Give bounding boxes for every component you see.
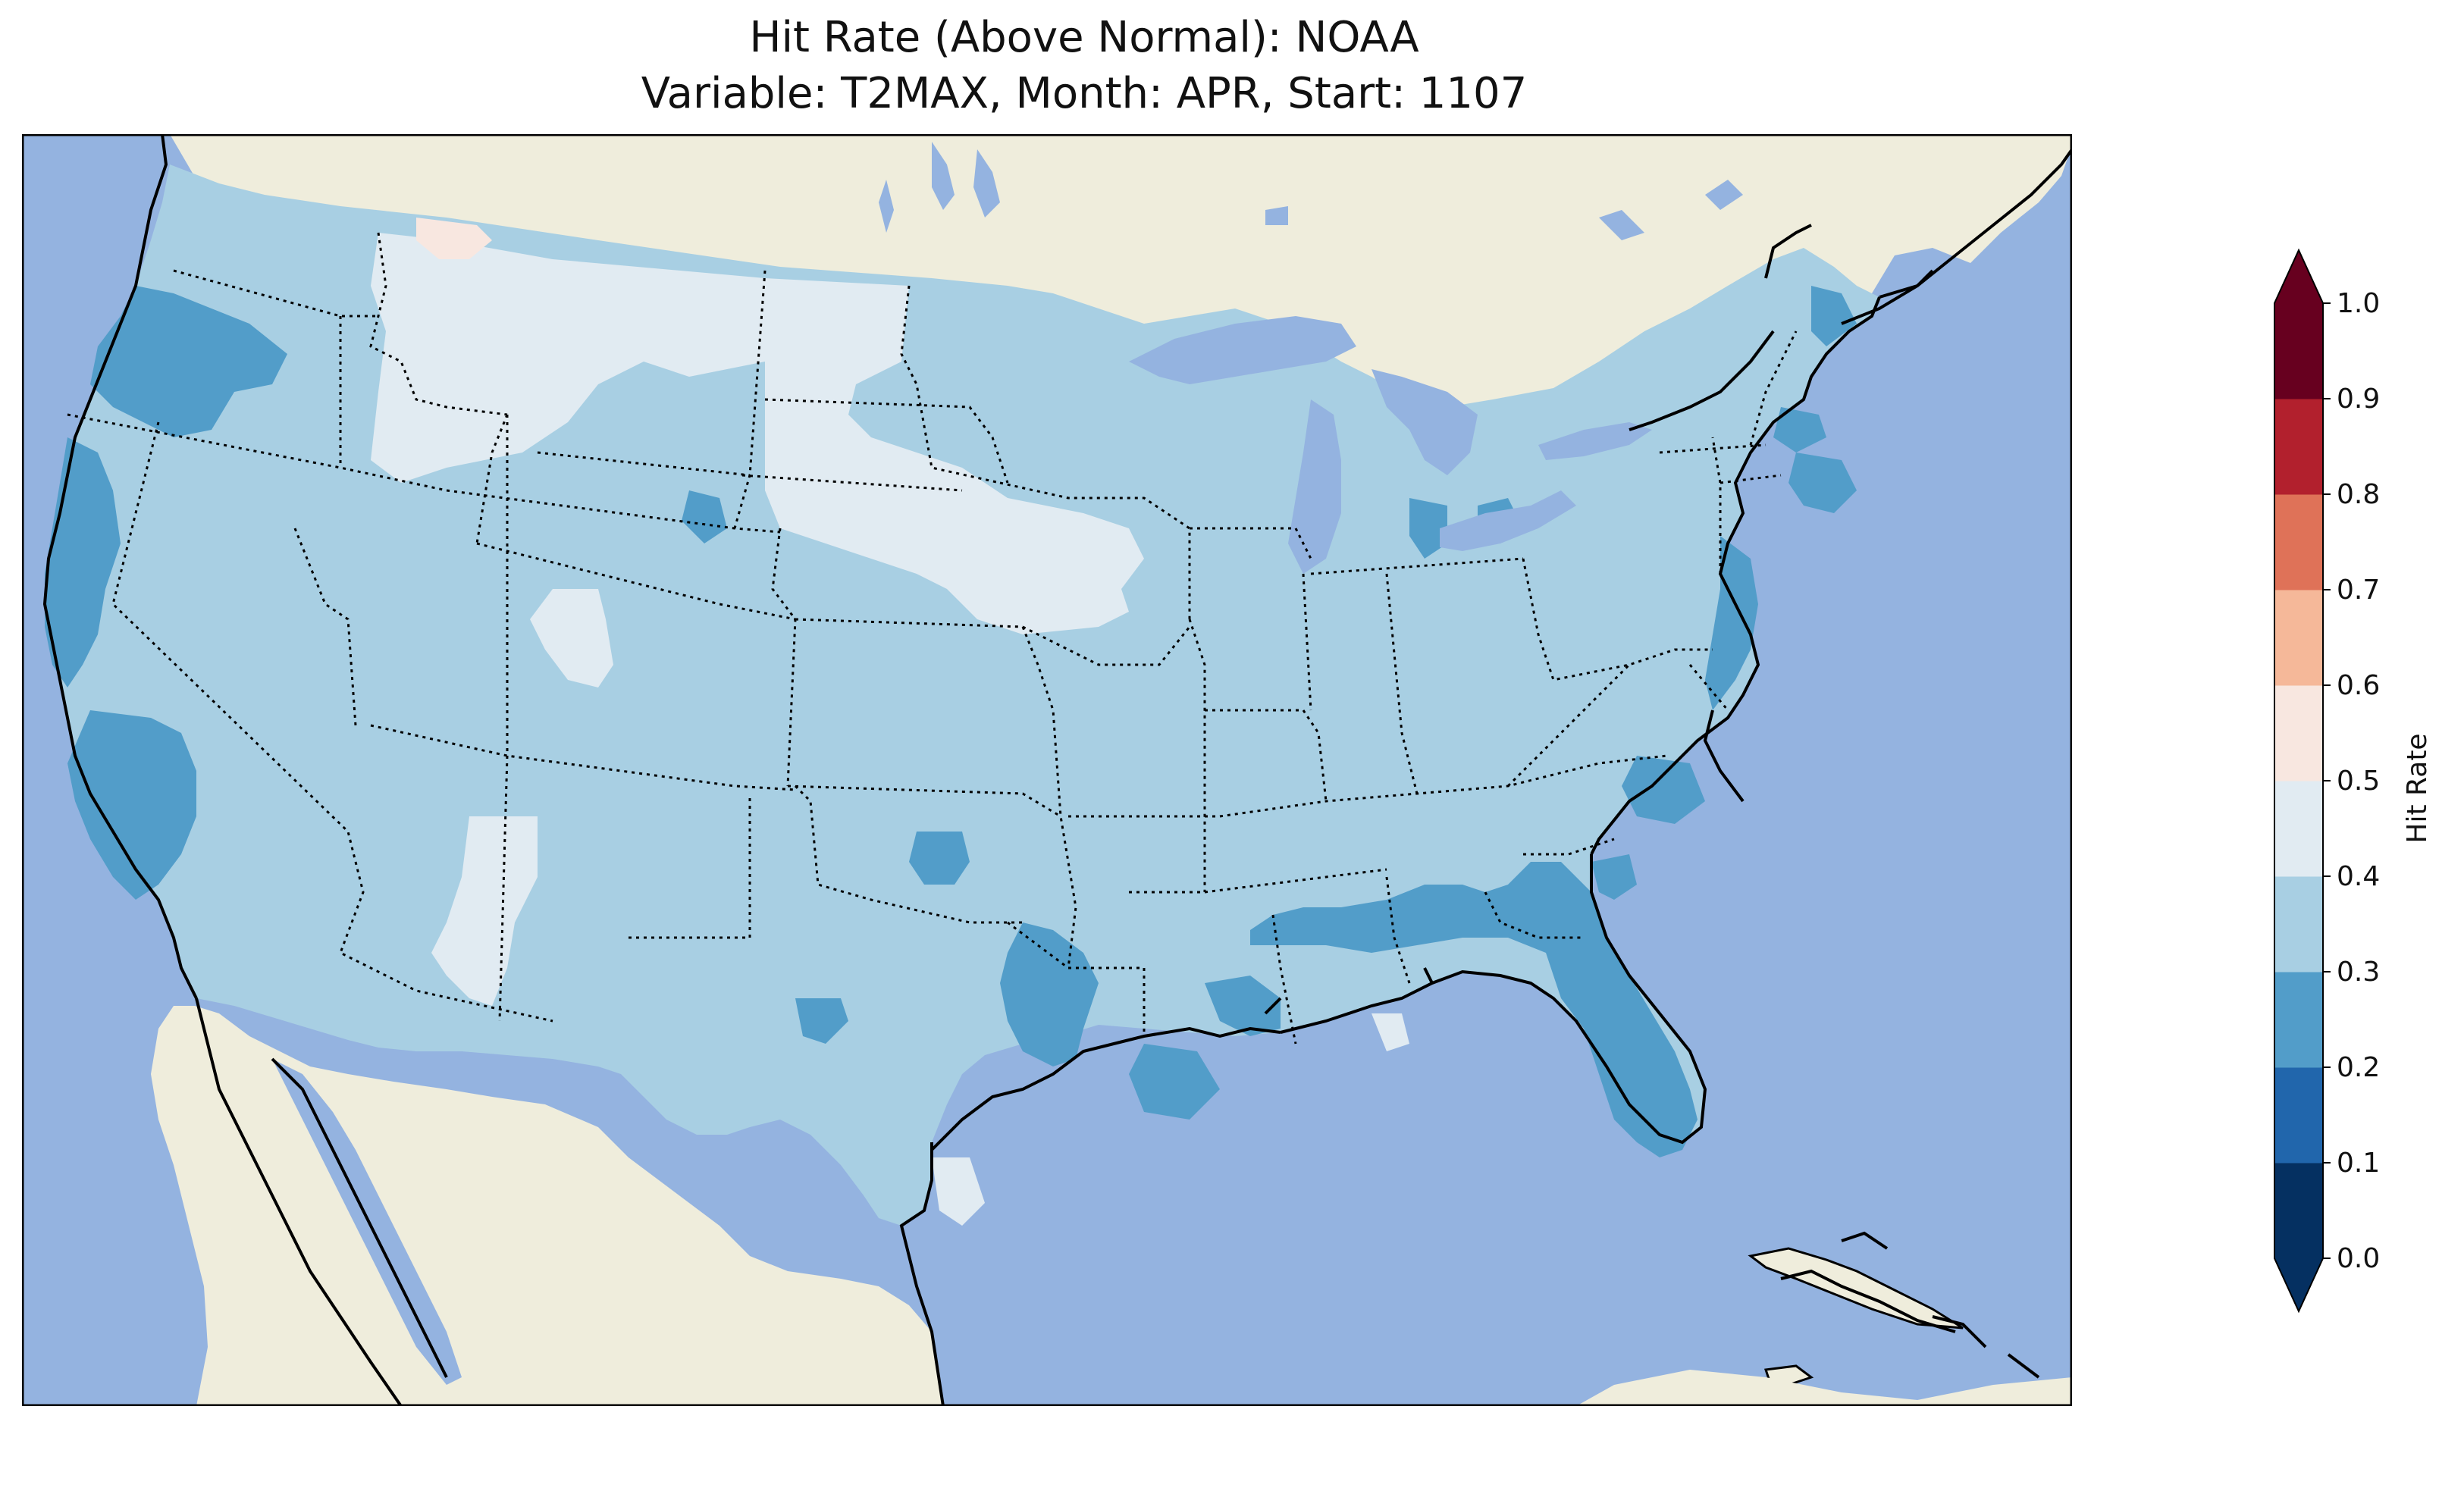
- colorbar-tick-label: 0.5: [2337, 766, 2380, 797]
- colorbar-tick-label: 0.0: [2337, 1243, 2380, 1274]
- state-borders: [67, 232, 1798, 1045]
- cuba-island: [1748, 1247, 1964, 1330]
- caribbean-islands: [1780, 1231, 2040, 1379]
- hit-rate-regions-0-4-0-5: [371, 233, 1409, 1226]
- map-frame: [22, 134, 2072, 1406]
- colorbar-bin: [2274, 972, 2323, 1068]
- colorbar-bin: [2274, 1163, 2323, 1259]
- baja-peninsula: [174, 1006, 439, 1406]
- gulf-of-california: [272, 1059, 462, 1385]
- map-subtitle: Variable: T2MAX, Month: APR, Start: 1107: [641, 69, 1528, 118]
- colorbar-bin: [2274, 1067, 2323, 1164]
- colorbar-tick-label: 0.4: [2337, 861, 2380, 892]
- colorbar-bin: [2274, 303, 2323, 399]
- colorbar-tick-label: 0.7: [2337, 575, 2380, 606]
- colorbar-tick-label: 0.1: [2337, 1148, 2380, 1179]
- hit-rate-map: [22, 134, 2072, 1406]
- colorbar-tick-label: 0.8: [2337, 479, 2380, 510]
- coastlines: [42, 134, 2072, 1406]
- colorbar-tick-label: 0.2: [2337, 1052, 2380, 1083]
- colorbar-bins: [2274, 248, 2324, 1314]
- colorbar-label: Hit Rate: [2402, 733, 2433, 843]
- colorbar-bin: [2274, 494, 2323, 590]
- canada-lakes: [879, 142, 1743, 240]
- colorbar-bin: [2274, 399, 2323, 495]
- colorbar-bin: [2274, 876, 2323, 973]
- colorbar-under-extension: [2274, 1258, 2323, 1311]
- colorbar-tick-label: 1.0: [2337, 288, 2380, 319]
- colorbar-bin: [2274, 685, 2323, 781]
- hit-rate-region-0-5-0-6: [416, 218, 492, 259]
- colorbar: 0.0 0.1 0.2 0.3 0.4 0.5 0.6 0.7 0.8 0.9 1.0 Hit Ra…: [2274, 248, 2433, 1314]
- colorbar-bin: [2274, 781, 2323, 877]
- colorbar-over-extension: [2274, 250, 2323, 303]
- great-lakes: [1129, 316, 1652, 574]
- southern-land: [1576, 1370, 2072, 1406]
- colorbar-tick-label: 0.3: [2337, 957, 2380, 988]
- colorbar-bin: [2274, 590, 2323, 686]
- map-title: Hit Rate (Above Normal): NOAA: [749, 13, 1419, 62]
- colorbar-tick-label: 0.9: [2337, 384, 2380, 415]
- colorbar-tick-label: 0.6: [2337, 670, 2380, 701]
- colorbar-ticks: 0.0 0.1 0.2 0.3 0.4 0.5 0.6 0.7 0.8 0.9 1.0: [2323, 288, 2380, 1274]
